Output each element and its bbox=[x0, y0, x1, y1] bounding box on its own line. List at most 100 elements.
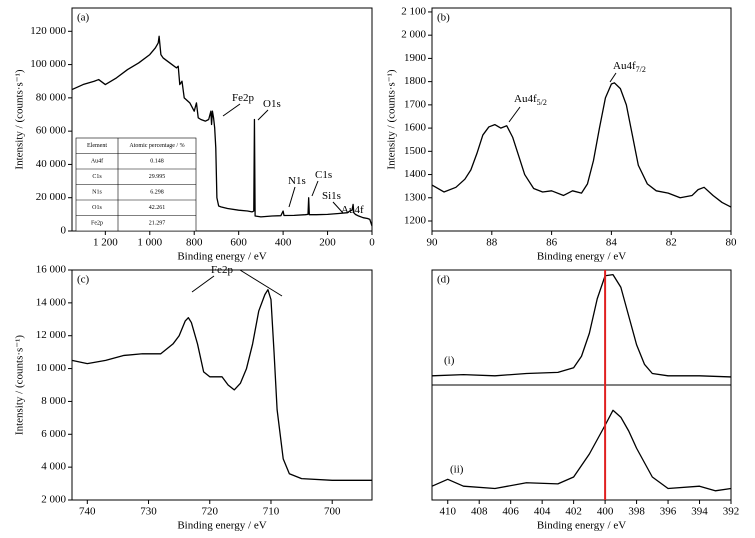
plot-frame bbox=[71, 269, 373, 501]
panel-label: (c) bbox=[77, 274, 90, 286]
y-tick-label: 100 000 bbox=[30, 58, 66, 70]
y-tick-label: 40 000 bbox=[36, 158, 67, 170]
annotation: Au4f7/2 bbox=[613, 60, 646, 74]
y-tick-label: 6 000 bbox=[41, 428, 66, 440]
x-tick-label: 408 bbox=[471, 506, 488, 518]
y-tick-label: 8 000 bbox=[41, 395, 66, 407]
pointer bbox=[257, 109, 269, 121]
y-tick-label: 2 100 bbox=[401, 5, 426, 17]
x-tick-label: 200 bbox=[319, 237, 336, 249]
table-cell: N1s bbox=[92, 190, 102, 196]
y-tick-label: 80 000 bbox=[36, 91, 67, 103]
x-tick-label: 88 bbox=[486, 237, 498, 249]
annotation: O1s bbox=[263, 98, 281, 110]
x-tick-label: 710 bbox=[263, 506, 280, 518]
x-tick-label: 84 bbox=[606, 237, 618, 249]
annotation: Fe2p bbox=[232, 92, 255, 104]
panel-label: (d) bbox=[437, 274, 450, 286]
x-tick-label: 86 bbox=[546, 237, 558, 249]
x-tick-label: 82 bbox=[666, 237, 677, 249]
annotation-text: Au4f bbox=[613, 60, 636, 72]
annotation-text: Fe2p bbox=[232, 92, 255, 104]
x-tick-label: 398 bbox=[628, 506, 645, 518]
y-tick-label: 16 000 bbox=[36, 264, 67, 276]
pointer bbox=[508, 106, 521, 123]
y-axis-label: Intensity / (counts·s⁻¹) bbox=[14, 69, 26, 169]
annotation: C1s bbox=[315, 169, 332, 181]
x-tick-label: 392 bbox=[723, 506, 740, 518]
x-tick-label: 80 bbox=[726, 237, 738, 249]
annotation-text: N1s bbox=[288, 175, 306, 187]
x-tick-label: 740 bbox=[79, 506, 96, 518]
annotation-text: Au4f bbox=[341, 204, 364, 216]
y-tick-label: 0 bbox=[61, 225, 67, 237]
inset-table: Element Atomic percentage / % Au4f 0.148 C1s… bbox=[75, 137, 197, 232]
x-tick-label: 90 bbox=[427, 237, 439, 249]
x-tick-label: 720 bbox=[202, 506, 219, 518]
table-header: Element bbox=[87, 143, 107, 149]
annotation-text: Fe2p bbox=[211, 264, 234, 276]
y-tick-label: 60 000 bbox=[36, 125, 67, 137]
annotation-text: C1s bbox=[315, 169, 332, 181]
pointer bbox=[288, 186, 296, 208]
annotation-subscript: 5/2 bbox=[537, 98, 547, 107]
spectrum-line bbox=[71, 289, 372, 481]
x-tick-label: 410 bbox=[439, 506, 456, 518]
x-tick-label: 400 bbox=[275, 237, 292, 249]
y-tick-label: 1900 bbox=[404, 52, 427, 64]
y-axis-label: Intensity / (counts·s⁻¹) bbox=[14, 335, 26, 435]
x-tick-label: 404 bbox=[534, 506, 551, 518]
panel-label: (b) bbox=[437, 12, 450, 24]
table-cell: Fe2p bbox=[91, 221, 103, 227]
annotation: Au4f5/2 bbox=[514, 93, 547, 107]
table-cell: 42.261 bbox=[149, 205, 166, 211]
y-tick-label: 20 000 bbox=[36, 191, 67, 203]
annotation: N1s bbox=[288, 175, 306, 187]
x-tick-label: 1 000 bbox=[137, 237, 162, 249]
pointer bbox=[222, 103, 241, 117]
x-axis-label: Binding energy / eV bbox=[177, 520, 266, 532]
spectrum-line bbox=[71, 35, 373, 227]
table-cell: 29.995 bbox=[149, 174, 166, 180]
spectrum-line bbox=[431, 409, 732, 492]
pointer bbox=[609, 72, 617, 83]
x-tick-label: 406 bbox=[502, 506, 519, 518]
table-cell: O1s bbox=[92, 205, 102, 211]
annotation-text: O1s bbox=[263, 98, 281, 110]
y-tick-label: 1600 bbox=[404, 122, 427, 134]
x-tick-label: 402 bbox=[565, 506, 582, 518]
x-tick-label: 700 bbox=[324, 506, 341, 518]
table-cell: 0.148 bbox=[150, 159, 164, 165]
y-tick-label: 2 000 bbox=[41, 494, 66, 506]
table-cell: 21.297 bbox=[149, 221, 166, 227]
pointer bbox=[191, 275, 215, 293]
spectrum-line bbox=[431, 82, 732, 208]
annotation: Si1s bbox=[322, 190, 341, 202]
x-tick-label: 730 bbox=[140, 506, 157, 518]
y-tick-label: 120 000 bbox=[30, 25, 66, 37]
x-tick-label: 400 bbox=[597, 506, 614, 518]
pointer bbox=[311, 180, 319, 197]
x-tick-label: 1 200 bbox=[93, 237, 118, 249]
plot-frame bbox=[71, 7, 373, 232]
annotation: Fe2p bbox=[211, 264, 234, 276]
table-cell: 6.298 bbox=[150, 190, 164, 196]
y-axis-label: Intensity / (counts·s⁻¹) bbox=[386, 69, 398, 169]
x-axis-label: Binding energy / eV bbox=[537, 251, 626, 263]
spectrum-line bbox=[431, 273, 732, 378]
x-tick-label: 0 bbox=[369, 237, 375, 249]
table-header: Atomic percentage / % bbox=[129, 143, 184, 149]
x-tick-label: 800 bbox=[186, 237, 203, 249]
y-tick-label: 4 000 bbox=[41, 461, 66, 473]
series-label: (ii) bbox=[450, 464, 464, 476]
pointer bbox=[239, 269, 283, 297]
table-cell: Au4f bbox=[91, 158, 103, 165]
series-label: (i) bbox=[444, 355, 455, 367]
x-axis-label: Binding energy / eV bbox=[177, 251, 266, 263]
pointer bbox=[332, 201, 344, 214]
y-tick-label: 1800 bbox=[404, 75, 427, 87]
y-tick-label: 1200 bbox=[404, 215, 427, 227]
x-tick-label: 396 bbox=[660, 506, 677, 518]
x-tick-label: 600 bbox=[230, 237, 247, 249]
panel-label: (a) bbox=[77, 12, 90, 24]
